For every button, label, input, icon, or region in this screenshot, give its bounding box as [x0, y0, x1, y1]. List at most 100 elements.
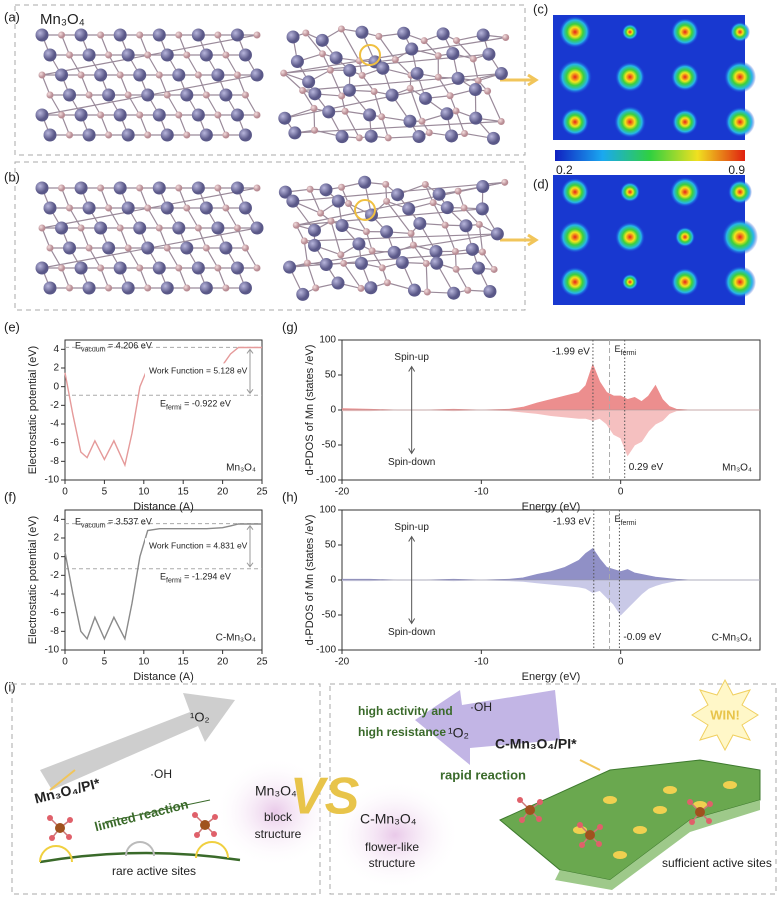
- atom-o: [474, 77, 482, 85]
- atom-o: [384, 134, 392, 142]
- site: [195, 841, 229, 859]
- atom-mn: [230, 28, 244, 42]
- oxygen-atom: [212, 814, 218, 820]
- atom-mn: [160, 281, 174, 295]
- bond: [455, 110, 466, 134]
- elf-blob: [615, 222, 645, 252]
- atom-o: [175, 264, 183, 272]
- atom-mn: [286, 30, 300, 44]
- atom-mn: [343, 63, 357, 77]
- atom-o: [340, 259, 348, 267]
- atom-mn: [152, 28, 166, 42]
- elf-blob: [560, 267, 590, 297]
- atom-mn: [121, 128, 135, 142]
- atom-o: [222, 204, 230, 212]
- atom-mn: [199, 48, 213, 62]
- subscript: fermi: [621, 520, 637, 527]
- atom-mn: [385, 88, 399, 102]
- label-part: E: [75, 341, 81, 351]
- marker-label: -1.93 eV: [553, 517, 591, 528]
- bond: [244, 247, 258, 269]
- atom-o: [124, 91, 132, 99]
- atom-mn: [82, 128, 96, 142]
- atom-mn: [180, 241, 194, 255]
- bond: [225, 207, 238, 229]
- left-material: Mn₃O₄: [255, 783, 297, 799]
- sample-label: C-Mn₃O₄: [712, 633, 752, 644]
- atom-mn: [230, 181, 244, 195]
- atom-o: [407, 230, 415, 238]
- left-frame: [11, 683, 321, 895]
- atom-o: [469, 55, 477, 63]
- atom-o: [136, 31, 144, 39]
- x-tick-label: 0: [62, 487, 68, 498]
- y-tick-label: -100: [316, 645, 336, 656]
- elf-blob: [671, 18, 699, 46]
- center-atom: [695, 807, 705, 817]
- atom-mn: [152, 181, 166, 195]
- atom-mn: [331, 194, 345, 208]
- work-function-arrow: [246, 348, 254, 395]
- atom-mn: [113, 108, 127, 122]
- atom-o: [124, 244, 132, 252]
- bond: [432, 202, 446, 226]
- atom-mn: [219, 88, 233, 102]
- atom-o: [434, 73, 442, 81]
- atom-mn: [43, 128, 57, 142]
- level-label: Evacuum = 4.206 eV: [75, 341, 152, 354]
- atom-mn: [55, 68, 69, 82]
- panel-label: (g): [282, 319, 298, 334]
- atom-mn: [286, 194, 300, 208]
- atom-o: [409, 241, 417, 249]
- atom-o: [454, 187, 462, 195]
- dos-fill: [342, 580, 760, 615]
- atom-o: [383, 197, 391, 205]
- atom-o: [85, 244, 93, 252]
- atom-o: [253, 184, 261, 192]
- subscript: vacuum: [81, 347, 106, 354]
- atom-mn: [160, 48, 174, 62]
- atom-o: [452, 107, 460, 115]
- atom-o: [501, 178, 509, 186]
- marker-label: 0.29 eV: [629, 462, 664, 473]
- atom-mn: [319, 258, 333, 272]
- underline: [104, 799, 211, 823]
- structure-panels: (a) (b) (c) (d) Mn₃O₄ 0.2 0.9: [4, 1, 758, 311]
- site: [125, 841, 155, 857]
- atom-o: [38, 224, 46, 232]
- right-reaction: rapid reaction: [440, 767, 526, 782]
- bond: [386, 200, 412, 234]
- glow: [330, 780, 460, 890]
- atom-mn: [308, 238, 322, 252]
- potential-line: [64, 523, 262, 641]
- vacancy: [354, 199, 376, 221]
- atom-mn: [133, 221, 147, 235]
- bond: [205, 247, 219, 269]
- left-reaction: limited reaction: [93, 796, 190, 834]
- atom-mn: [413, 216, 427, 230]
- elf-blob: [724, 266, 756, 298]
- atom-mn: [469, 111, 483, 125]
- atom-o: [378, 113, 386, 121]
- atom-mn: [364, 129, 378, 143]
- atom-mn: [354, 256, 368, 270]
- atom-mn: [121, 201, 135, 215]
- atom-o: [214, 264, 222, 272]
- activity-0: high activity and: [358, 704, 453, 718]
- atom-mn: [418, 91, 432, 105]
- atom-mn: [230, 108, 244, 122]
- bond: [329, 69, 343, 97]
- spin-arrow: [408, 365, 416, 455]
- atom-mn: [43, 48, 57, 62]
- bond: [444, 224, 456, 252]
- atom-o: [327, 217, 335, 225]
- atom-o: [423, 288, 431, 296]
- y-tick-label: -100: [316, 475, 336, 486]
- x-tick-label: 25: [256, 487, 268, 498]
- bond: [88, 94, 102, 116]
- bond: [437, 76, 451, 97]
- bond: [166, 94, 180, 116]
- panel-label: (e): [4, 319, 20, 334]
- atom-o: [310, 104, 318, 112]
- bond: [344, 110, 360, 139]
